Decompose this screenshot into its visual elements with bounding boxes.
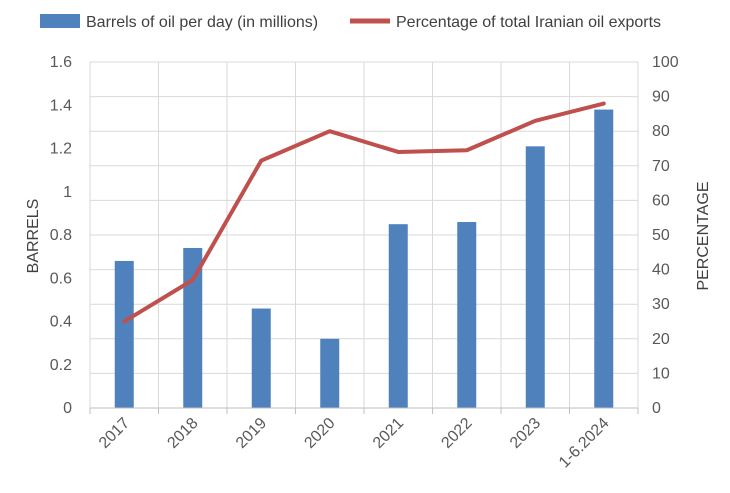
y2-tick-label: 100 [652,54,679,71]
bar-2017 [114,260,134,408]
y2-tick-label: 70 [652,158,670,175]
y2-tick-label: 10 [652,365,670,382]
y2-tick-label: 90 [652,89,670,106]
x-tick-label: 2022 [438,415,475,452]
y-tick-label: 1.2 [50,141,72,158]
legend-label-line: Percentage of total Iranian oil exports [396,14,661,31]
x-tick-label: 2020 [301,415,338,452]
legend-label-bars: Barrels of oil per day (in millions) [86,14,318,31]
bar-1-6.2024 [594,109,614,408]
bar-2023 [525,146,545,408]
y2-tick-label: 80 [652,123,670,140]
y-axis-title: BARRELS [25,199,42,274]
y2-tick-label: 50 [652,227,670,244]
legend: Barrels of oil per day (in millions) Per… [40,14,661,31]
y-tick-label: 1 [63,184,72,201]
bar-2022 [457,222,477,408]
y2-tick-label: 30 [652,296,670,313]
y2-axis-title: PERCENTAGE [695,181,712,290]
y2-tick-label: 40 [652,262,670,279]
bar-2019 [251,308,271,408]
x-tick-label: 2019 [233,415,270,452]
line-series [122,101,606,324]
y-tick-label: 0.8 [50,227,72,244]
axes [89,407,639,414]
y2-tick-label: 0 [652,400,661,417]
y-tick-label: 0.2 [50,357,72,374]
x-tick-label: 2018 [164,415,201,452]
y2-tick-label: 60 [652,192,670,209]
y-tick-label: 0.4 [50,314,72,331]
y2-tick-label: 20 [652,331,670,348]
bar-2021 [388,224,408,408]
x-tick-label: 2017 [96,415,133,452]
gridlines [89,61,639,409]
bar-2020 [320,338,340,408]
y-tick-label: 1.4 [50,97,72,114]
x-tick-label: 2023 [507,415,544,452]
x-tick-label: 2021 [370,415,407,452]
y-tick-label: 0 [63,400,72,417]
bar-2018 [183,247,203,408]
x-tick-label: 1-6.2024 [556,415,613,472]
y-tick-label: 0.6 [50,270,72,287]
y-tick-label: 1.6 [50,54,72,71]
legend-swatch-bars [40,14,80,28]
bar-series [114,109,614,408]
line-percentage [122,101,606,324]
